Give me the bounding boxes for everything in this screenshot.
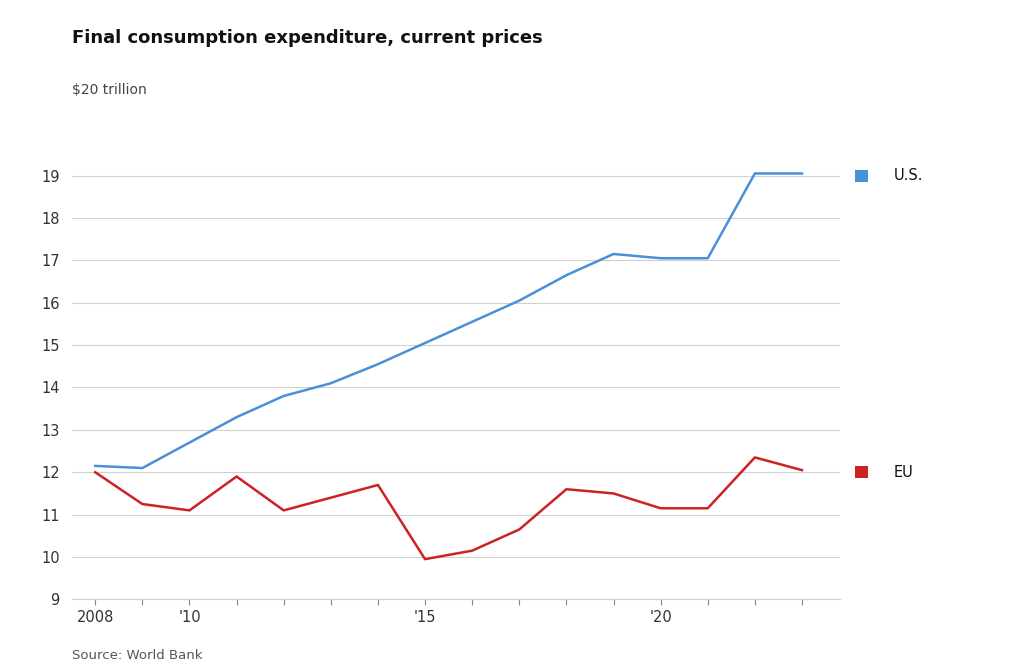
Text: $20 trillion: $20 trillion — [72, 83, 146, 97]
Text: Final consumption expenditure, current prices: Final consumption expenditure, current p… — [72, 29, 543, 47]
Text: Source: World Bank: Source: World Bank — [72, 649, 202, 663]
Text: EU: EU — [894, 465, 913, 480]
Text: U.S.: U.S. — [894, 168, 924, 183]
